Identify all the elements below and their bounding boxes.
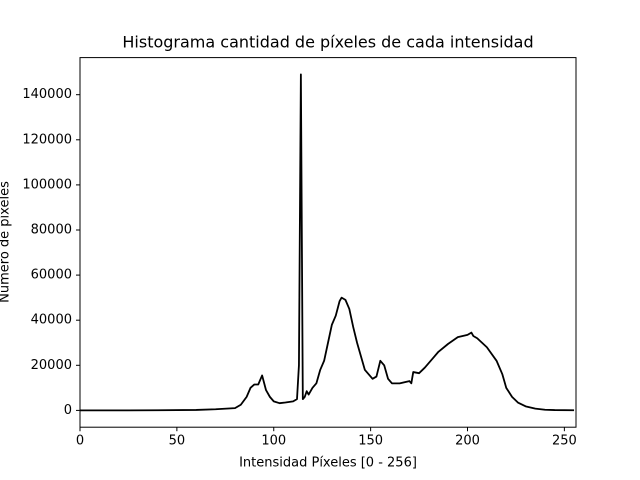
y-tick-label: 0 <box>64 403 72 418</box>
y-tick-label: 60000 <box>31 268 72 283</box>
x-tick-label: 250 <box>552 434 577 449</box>
x-tick-label: 150 <box>358 434 383 449</box>
plot-frame <box>79 57 577 428</box>
x-tick-label: 200 <box>455 434 480 449</box>
y-tick-label: 140000 <box>22 87 72 102</box>
y-tick-label: 100000 <box>22 177 72 192</box>
line <box>80 73 575 412</box>
x-axis-label: Intensidad Píxeles [0 - 256] <box>239 456 417 471</box>
x-tick-label: 50 <box>169 434 186 449</box>
y-tick-label: 80000 <box>31 222 72 237</box>
y-tick-label: 120000 <box>22 132 72 147</box>
y-axis-label: Número de píxeles <box>0 181 13 303</box>
y-tick-label: 40000 <box>31 313 72 328</box>
chart-title: Histograma cantidad de píxeles de cada i… <box>122 33 533 52</box>
x-tick-label: 0 <box>76 434 84 449</box>
x-tick-label: 100 <box>261 434 286 449</box>
y-tick-label: 20000 <box>31 358 72 373</box>
